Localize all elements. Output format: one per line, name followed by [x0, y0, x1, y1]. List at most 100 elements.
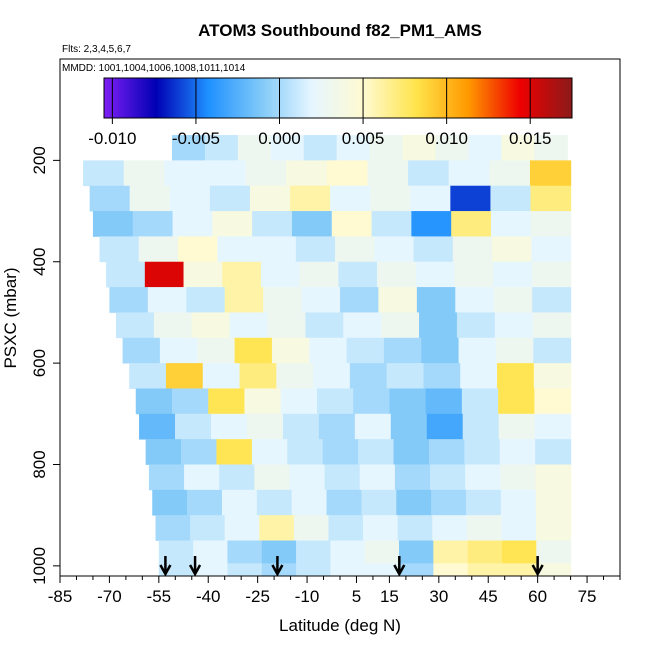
heatmap-cell	[172, 211, 213, 237]
heatmap-cell	[402, 135, 437, 161]
heatmap-cell	[106, 261, 146, 288]
heatmap-cell	[499, 439, 536, 465]
heatmap-cell	[326, 489, 363, 516]
heatmap-cell	[293, 515, 330, 541]
heatmap-cell	[363, 515, 399, 541]
heatmap-cell	[210, 413, 248, 440]
heatmap-cell	[535, 439, 572, 465]
heatmap-cell	[295, 236, 336, 263]
heatmap-cell	[468, 135, 503, 161]
heatmap-cell	[396, 489, 432, 516]
colorbar-tick-label: 0.010	[425, 129, 468, 148]
heatmap-cell	[303, 135, 338, 161]
colorbar-tick-label: -0.005	[172, 129, 220, 148]
heatmap-cell	[343, 312, 382, 339]
heatmap-cell	[246, 413, 284, 440]
heatmap-cell	[426, 413, 464, 440]
heatmap-cell	[399, 540, 434, 564]
heatmap-cell	[193, 540, 229, 564]
colorbar-tick-label: 0.015	[509, 129, 552, 148]
heatmap-cell	[221, 489, 258, 516]
heatmap-cell	[259, 515, 295, 541]
heatmap-cell	[237, 135, 272, 161]
heatmap-cell	[535, 489, 572, 516]
y-axis: 200 400 600 800 1000	[30, 146, 60, 585]
heatmap-cell	[227, 563, 263, 576]
heatmap-cell	[172, 135, 206, 161]
heatmap-cell	[322, 439, 359, 465]
heatmap-cell	[467, 563, 503, 576]
heatmap-cell	[532, 312, 572, 339]
arrow-head	[188, 564, 202, 577]
x-axis-label: Latitude (deg N)	[279, 616, 401, 635]
x-tick-label: -10	[295, 587, 320, 606]
heatmap-cell	[415, 261, 456, 288]
heatmap-cell	[187, 489, 223, 516]
heatmap-cell	[147, 287, 187, 313]
heatmap-cell	[433, 563, 469, 576]
heatmap-cell	[354, 413, 392, 440]
heatmap-cell	[181, 439, 218, 465]
heatmap-cell	[501, 540, 537, 564]
heatmap-cell	[184, 464, 220, 491]
heatmap-cell	[349, 363, 388, 389]
heatmap-cell	[291, 489, 328, 516]
colorbar-tick-label: 0.000	[258, 129, 301, 148]
heatmap-cell	[135, 388, 173, 415]
heatmap-cell	[123, 160, 165, 187]
heatmap-cell	[465, 464, 501, 491]
heatmap-cell	[460, 363, 498, 389]
heatmap-cell	[336, 135, 371, 161]
heatmap-cell	[222, 261, 262, 288]
heatmap-cell	[359, 464, 396, 491]
heatmap-cell	[454, 261, 494, 288]
heatmap-cell	[421, 337, 460, 364]
dates-note: MMDD: 1001,1004,1006,1008,1011,1014	[62, 63, 246, 74]
heatmap-cell	[190, 515, 226, 541]
heatmap-cell	[458, 337, 497, 364]
heatmap-cell	[276, 363, 314, 389]
heatmap-cell	[529, 160, 572, 187]
heatmap-cell	[271, 337, 310, 364]
heatmap-cell	[498, 413, 536, 440]
x-tick-label: -85	[48, 587, 73, 606]
heatmap-cell	[286, 160, 328, 187]
y-tick-label: 800	[30, 450, 49, 478]
heatmap-cell	[158, 540, 194, 564]
heatmap-cell	[318, 413, 356, 440]
arrow-head	[393, 564, 406, 577]
heatmap-cell	[501, 135, 535, 161]
arrow-head	[531, 564, 544, 577]
heatmap-cell	[165, 363, 204, 389]
heatmap-cell	[340, 287, 380, 313]
heatmap-cell	[451, 211, 492, 237]
heatmap-cell	[92, 211, 134, 237]
heatmap-cell	[464, 439, 501, 465]
heatmap-cell	[144, 261, 185, 288]
heatmap-cell	[494, 312, 534, 339]
heatmap-cell	[536, 563, 572, 576]
heatmap-cell	[224, 287, 264, 313]
heatmap-cell	[377, 261, 417, 288]
heatmap-cell	[122, 337, 161, 364]
x-axis: -85 -70 -55 -40 -25 -10 5 15 30 45 60 75	[48, 576, 621, 606]
x-tick-label: 30	[429, 587, 448, 606]
heatmap-cell	[217, 236, 258, 263]
heatmap-cell	[466, 489, 502, 516]
heatmap-cell	[498, 388, 535, 415]
heatmap-cell	[216, 439, 253, 465]
heatmap-cell	[433, 540, 469, 564]
heatmap-cell	[394, 464, 431, 491]
heatmap-cell	[353, 388, 391, 415]
x-tick-label: -55	[147, 587, 172, 606]
heatmap-cell	[234, 337, 273, 364]
heatmap-cell	[309, 337, 348, 364]
heatmap-cell	[193, 563, 229, 576]
y-tick-label: 200	[30, 146, 49, 174]
heatmap-cell	[99, 236, 140, 263]
heatmap-cell	[490, 185, 532, 212]
heatmap-cell	[219, 464, 255, 491]
arrow-head	[159, 564, 172, 577]
heatmap-cell	[371, 211, 412, 237]
heatmap-cell	[116, 312, 155, 339]
